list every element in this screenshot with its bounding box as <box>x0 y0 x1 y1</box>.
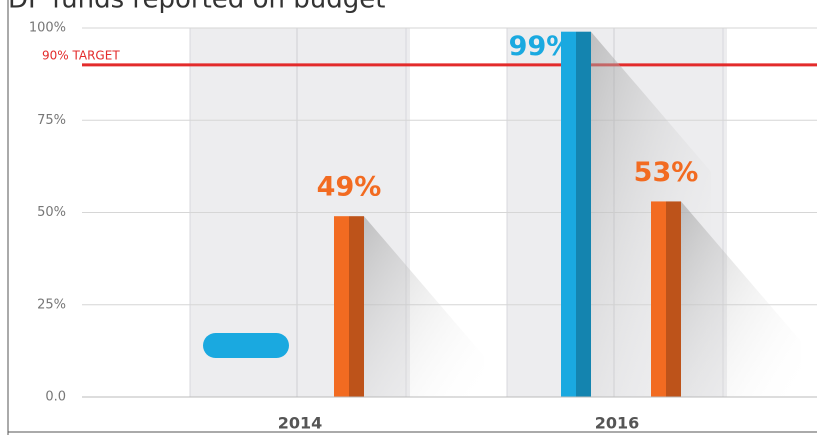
no-data-dash <box>203 333 289 358</box>
y-tick-label: 100% <box>29 21 66 36</box>
y-tick-label: 25% <box>37 297 66 312</box>
bar <box>651 201 681 397</box>
bar-shadow <box>364 216 484 397</box>
y-tick-label: 75% <box>37 113 66 128</box>
value-label: 53% <box>634 157 699 188</box>
target-label: 90% TARGET <box>42 48 120 62</box>
value-label: 49% <box>317 172 382 203</box>
value-label: 99% <box>509 31 574 62</box>
chart-title: DP funds reported on budget <box>8 0 385 15</box>
bar <box>561 31 591 397</box>
x-tick-label: 2014 <box>278 414 323 433</box>
bar-shadow <box>681 201 801 397</box>
y-tick-label: 50% <box>37 205 66 220</box>
bar <box>334 216 364 397</box>
x-tick-label: 2016 <box>595 414 640 433</box>
y-tick-label: 0.0 <box>45 390 66 405</box>
